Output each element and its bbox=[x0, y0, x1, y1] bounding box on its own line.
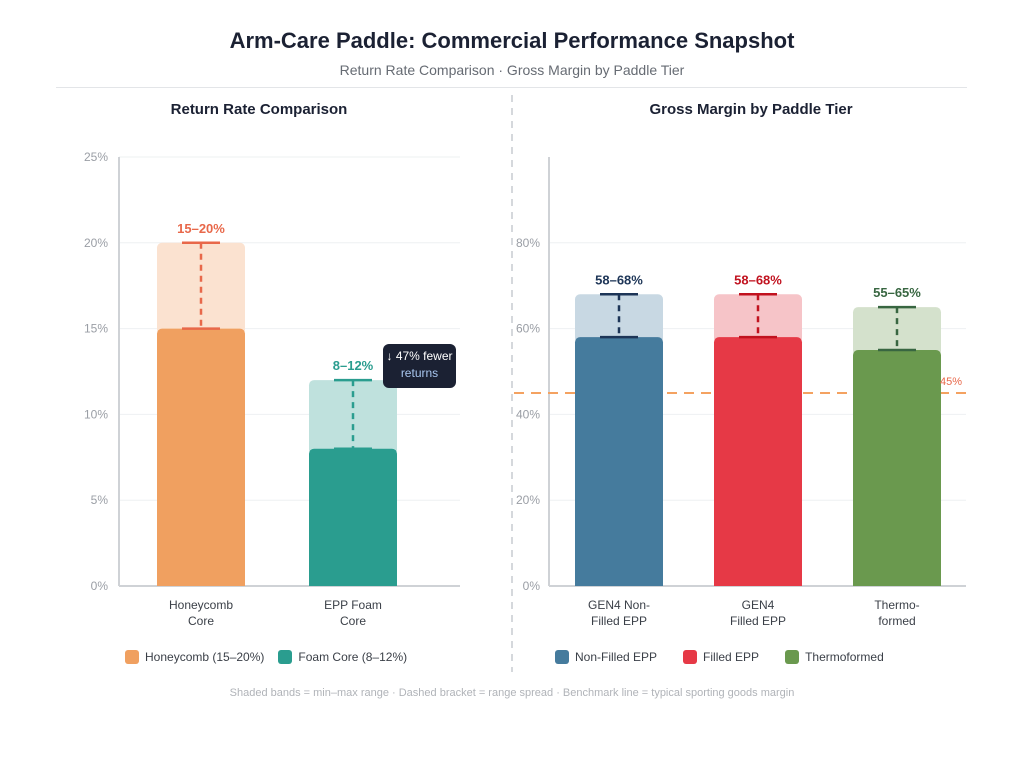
gross-margin-x-tick-label: GEN4 bbox=[742, 598, 775, 612]
callout-line-2: returns bbox=[400, 366, 439, 380]
gross-margin-legend: Non-Filled EPP Filled EPP Thermoformed bbox=[555, 650, 898, 664]
legend-item-thermoformed[interactable]: Thermoformed bbox=[785, 650, 884, 664]
gross-margin-x-tick-label: Thermo- bbox=[874, 598, 919, 612]
return-rate-chart-title: Return Rate Comparison bbox=[170, 101, 348, 118]
return-rate-range-label: 8–12% bbox=[333, 358, 374, 373]
gross-margin-range-label: 55–65% bbox=[873, 285, 921, 300]
gross-margin-bar-base bbox=[714, 580, 802, 586]
benchmark-label: 45% bbox=[940, 376, 962, 388]
gross-margin-y-tick-label: 60% bbox=[516, 322, 540, 336]
return-rate-y-tick-label: 15% bbox=[84, 322, 108, 336]
legend-swatch bbox=[125, 650, 139, 664]
return-rate-x-tick-label: Core bbox=[188, 614, 214, 628]
return-rate-y-tick-label: 5% bbox=[91, 493, 109, 507]
gross-margin-y-tick-label: 80% bbox=[516, 236, 540, 250]
return-rate-x-tick-label: Core bbox=[340, 614, 366, 628]
legend-label: Non-Filled EPP bbox=[575, 650, 658, 664]
page-title: Arm-Care Paddle: Commercial Performance … bbox=[229, 28, 795, 53]
gross-margin-bar-base bbox=[575, 580, 663, 586]
legend-item-foam-core[interactable]: Foam Core (8–12%) bbox=[278, 650, 407, 664]
legend-label: Honeycomb (15–20%) bbox=[145, 650, 265, 664]
legend-swatch bbox=[555, 650, 569, 664]
legend-item-filled-epp[interactable]: Filled EPP bbox=[683, 650, 759, 664]
chart-footnote: Shaded bands = min–max range · Dashed br… bbox=[229, 687, 795, 699]
gross-margin-y-tick-label: 20% bbox=[516, 493, 540, 507]
callout-line-1: ↓ 47% fewer bbox=[386, 349, 453, 363]
return-rate-bar-base bbox=[157, 580, 245, 586]
return-rate-range-label: 15–20% bbox=[177, 221, 225, 236]
return-rate-legend: Honeycomb (15–20%) Foam Core (8–12%) bbox=[125, 650, 421, 664]
legend-swatch bbox=[278, 650, 293, 664]
return-rate-bar bbox=[157, 328, 245, 586]
return-rate-y-tick-label: 0% bbox=[91, 579, 109, 593]
return-rate-y-tick-label: 10% bbox=[84, 407, 108, 421]
return-rate-y-tick-label: 20% bbox=[84, 236, 108, 250]
gross-margin-x-tick-label: Filled EPP bbox=[591, 614, 647, 628]
gross-margin-bar bbox=[714, 337, 802, 586]
return-rate-y-tick-label: 25% bbox=[84, 150, 108, 164]
legend-item-honeycomb[interactable]: Honeycomb (15–20%) bbox=[125, 650, 264, 664]
return-rate-bar bbox=[309, 448, 397, 586]
gross-margin-range-label: 58–68% bbox=[595, 272, 643, 287]
page-subtitle: Return Rate Comparison · Gross Margin by… bbox=[339, 62, 685, 78]
gross-margin-bar-base bbox=[853, 580, 941, 586]
legend-label: Thermoformed bbox=[805, 650, 884, 664]
legend-item-non-filled-epp[interactable]: Non-Filled EPP bbox=[555, 650, 657, 664]
gross-margin-x-tick-label: formed bbox=[878, 614, 915, 628]
legend-swatch bbox=[683, 650, 698, 664]
gross-margin-y-tick-label: 40% bbox=[516, 407, 540, 421]
header-divider bbox=[56, 87, 967, 88]
return-reduction-callout: ↓ 47% fewer returns bbox=[383, 344, 456, 388]
gross-margin-y-tick-label: 0% bbox=[523, 579, 541, 593]
gross-margin-x-tick-label: Filled EPP bbox=[730, 614, 786, 628]
gross-margin-bar bbox=[853, 350, 941, 586]
legend-swatch bbox=[785, 650, 800, 664]
gross-margin-bar bbox=[575, 337, 663, 586]
gross-margin-range-label: 58–68% bbox=[734, 272, 782, 287]
gross-margin-chart-title: Gross Margin by Paddle Tier bbox=[649, 101, 853, 118]
legend-label: Foam Core (8–12%) bbox=[298, 650, 408, 664]
legend-label: Filled EPP bbox=[703, 650, 760, 664]
return-rate-x-tick-label: EPP Foam bbox=[324, 598, 382, 612]
return-rate-x-tick-label: Honeycomb bbox=[169, 598, 233, 612]
return-rate-bar-base bbox=[309, 580, 397, 586]
gross-margin-x-tick-label: GEN4 Non- bbox=[588, 598, 650, 612]
